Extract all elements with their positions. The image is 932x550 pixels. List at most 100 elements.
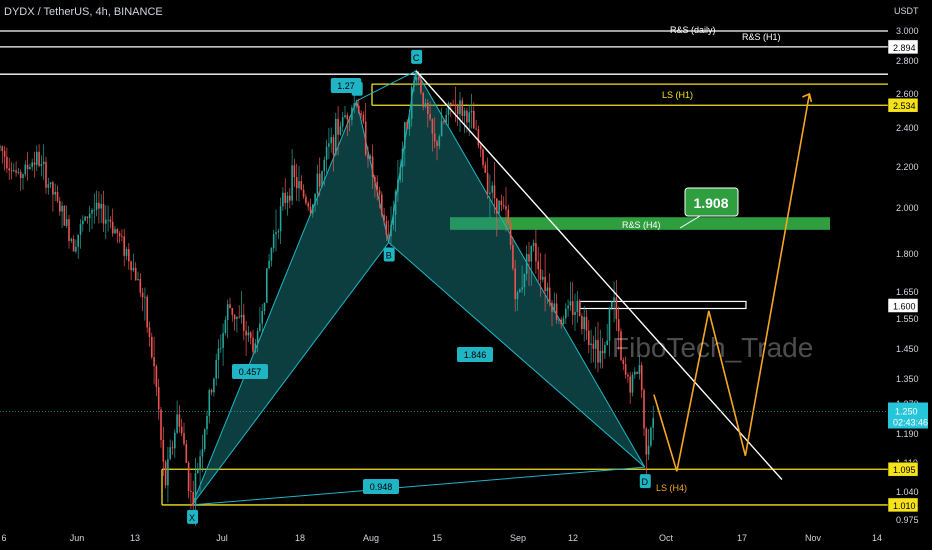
candle-body bbox=[417, 77, 420, 81]
candle-body bbox=[130, 261, 132, 271]
candle-body bbox=[305, 196, 307, 204]
candle-body bbox=[82, 220, 84, 225]
candle-body bbox=[56, 191, 59, 201]
candle-body bbox=[507, 209, 510, 224]
candle-body bbox=[638, 365, 641, 374]
candle-body bbox=[164, 461, 167, 486]
candle-body bbox=[512, 245, 514, 269]
candle-body bbox=[31, 162, 33, 167]
candle-body bbox=[611, 301, 613, 308]
candle-body bbox=[406, 122, 408, 130]
zone-label-rs-h4: R&S (H4) bbox=[622, 220, 661, 230]
candle-body bbox=[160, 409, 162, 440]
candle-body bbox=[390, 224, 392, 237]
candle-body bbox=[215, 359, 217, 379]
candle-body bbox=[29, 166, 31, 170]
candle-body bbox=[548, 287, 551, 303]
time-tick: 13 bbox=[130, 533, 140, 543]
candle-body bbox=[332, 137, 335, 155]
candle-body bbox=[155, 366, 158, 388]
price-tag bbox=[887, 97, 919, 113]
candle-body bbox=[530, 245, 533, 262]
time-tick: 17 bbox=[737, 533, 747, 543]
candle-body bbox=[279, 206, 282, 232]
candle-body bbox=[466, 110, 468, 123]
candle-body bbox=[482, 149, 484, 166]
current-price-value: 1.250 bbox=[895, 407, 918, 417]
candle-body bbox=[240, 314, 243, 318]
candle-body bbox=[410, 86, 413, 120]
candle-body bbox=[291, 165, 293, 201]
price-tick: 2.800 bbox=[896, 56, 919, 66]
candle-body bbox=[42, 161, 45, 165]
callout-text: 1.908 bbox=[693, 195, 728, 211]
candle-body bbox=[369, 156, 372, 159]
time-tick: 6 bbox=[1, 533, 6, 543]
zone-box bbox=[579, 300, 747, 310]
candle-body bbox=[98, 202, 100, 209]
candle-body bbox=[256, 330, 259, 344]
candle-body bbox=[102, 203, 105, 224]
candle-body bbox=[238, 316, 240, 318]
candle-body bbox=[629, 376, 631, 393]
candle-body bbox=[93, 209, 96, 211]
projection-arrowhead bbox=[802, 92, 813, 103]
pattern-point-label: C bbox=[413, 53, 420, 63]
candle-body bbox=[650, 427, 652, 446]
candle-body bbox=[65, 219, 68, 226]
candle-body bbox=[141, 292, 144, 298]
candle-body bbox=[399, 167, 401, 180]
price-tick: 1.190 bbox=[896, 429, 919, 439]
price-tick: 1.450 bbox=[896, 344, 919, 354]
candle-body bbox=[362, 114, 365, 122]
candle-body bbox=[535, 242, 537, 262]
time-tick: Aug bbox=[363, 533, 379, 543]
candle-body bbox=[19, 171, 22, 179]
candle-body bbox=[8, 168, 10, 171]
candle-body bbox=[608, 307, 611, 341]
candle-body bbox=[376, 181, 378, 191]
candle-body bbox=[259, 323, 261, 331]
candle-body bbox=[174, 432, 176, 449]
price-tick: 1.550 bbox=[896, 314, 919, 324]
candle-body bbox=[176, 414, 178, 433]
candle-body bbox=[341, 117, 344, 127]
candle-body bbox=[420, 80, 422, 93]
candle-body bbox=[321, 171, 323, 187]
candle-body bbox=[569, 301, 572, 306]
candle-body bbox=[565, 308, 567, 319]
candle-body bbox=[187, 462, 190, 491]
candle-body bbox=[3, 151, 6, 157]
price-tick: 3.000 bbox=[896, 26, 919, 36]
currency-label: USDT bbox=[894, 6, 919, 16]
pattern-point-label: D bbox=[642, 477, 649, 487]
candle-body bbox=[277, 231, 280, 233]
plot-area: R&S (daily) R&S (H1) LS (H1) LS (H4) R&S (H4… bbox=[0, 25, 888, 526]
price-tick: 2.600 bbox=[896, 89, 919, 99]
candle-body bbox=[624, 363, 627, 375]
candle-body bbox=[542, 276, 544, 280]
candle-body bbox=[169, 447, 171, 460]
candle-body bbox=[289, 195, 291, 201]
candle-body bbox=[631, 374, 634, 393]
level-label-rs-h1: R&S (H1) bbox=[742, 32, 781, 42]
price-tag bbox=[887, 298, 919, 313]
candle-body bbox=[574, 311, 576, 315]
candle-body bbox=[128, 249, 130, 262]
candle-body bbox=[358, 105, 360, 114]
price-tag bbox=[887, 461, 919, 477]
candle-body bbox=[314, 193, 316, 205]
candle-body bbox=[199, 456, 201, 470]
candle-body bbox=[263, 302, 266, 312]
candle-body bbox=[148, 327, 151, 337]
candle-body bbox=[146, 296, 148, 328]
candle-body bbox=[401, 148, 404, 168]
candle-body bbox=[330, 137, 332, 144]
time-tick: 14 bbox=[872, 533, 882, 543]
candle-body bbox=[24, 164, 27, 175]
time-tick: 18 bbox=[295, 533, 305, 543]
pattern-point-badge bbox=[383, 247, 395, 262]
candle-body bbox=[201, 449, 204, 457]
candle-body bbox=[222, 333, 224, 348]
time-axis: 6 Jun 13 Jul 18 Aug 15 Sep 12 Oct 17 Nov 14 bbox=[1, 533, 882, 543]
